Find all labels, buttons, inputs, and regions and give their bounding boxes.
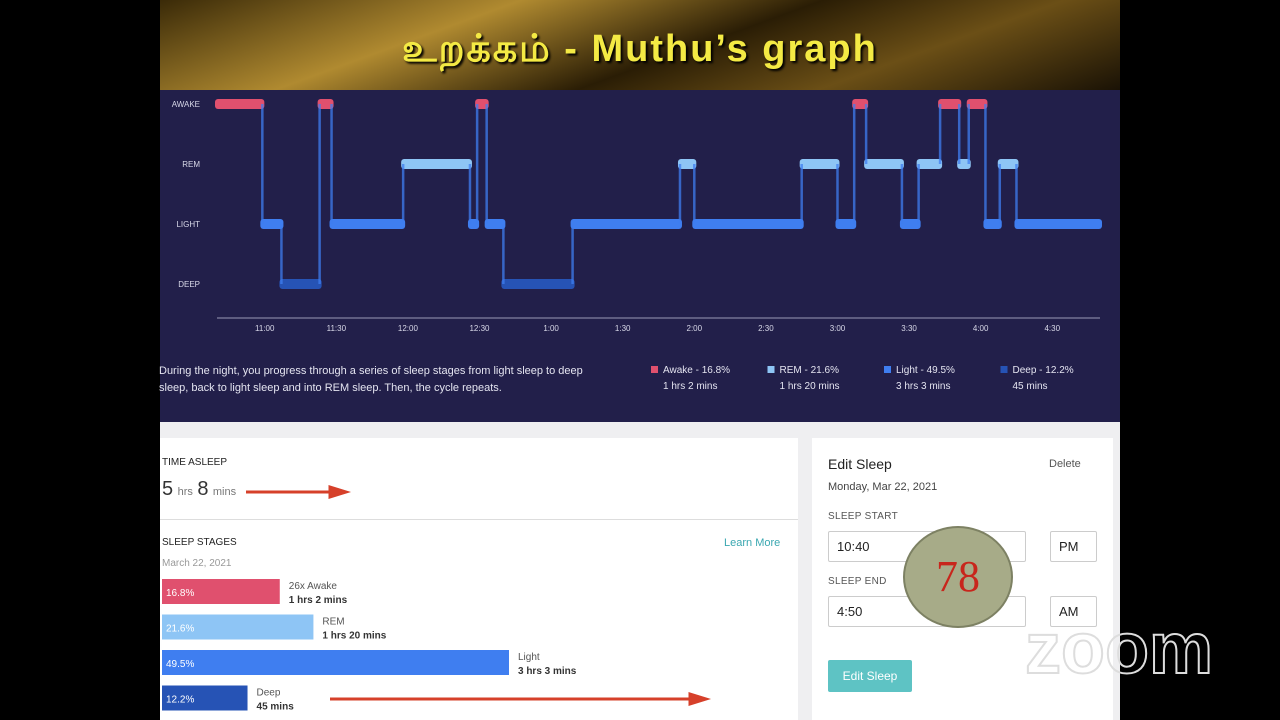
end-label: SLEEP END <box>828 576 887 587</box>
legend-swatch <box>1000 366 1008 373</box>
badge: 78 <box>903 526 1013 628</box>
legend-swatch <box>767 366 775 373</box>
stage-segment <box>957 159 971 169</box>
y-label: LIGHT <box>176 220 200 229</box>
stages-chart: 16.8% 26x Awake 1 hrs 2 mins 21.6% REM 1 hrs … <box>162 484 712 713</box>
duration-label: 3 hrs 3 mins <box>518 666 577 677</box>
y-label: AWAKE <box>172 100 200 109</box>
value-label: 49.5% <box>166 659 194 670</box>
duration-label: 1 hrs 20 mins <box>322 631 386 642</box>
x-tick-label: 1:00 <box>543 324 559 333</box>
legend-label: Light - 49.5% <box>896 365 955 376</box>
minutes-unit: mins <box>212 486 237 498</box>
y-label: REM <box>182 160 200 169</box>
x-tick-label: 12:30 <box>469 324 490 333</box>
category-label: Deep <box>257 688 281 699</box>
time-asleep-label: TIME ASLEEP <box>162 457 228 468</box>
stage-segment <box>317 99 334 109</box>
divider <box>160 519 798 520</box>
x-tick-label: 11:00 <box>255 324 275 333</box>
duration-label: 45 mins <box>257 702 295 713</box>
learn-more[interactable]: Learn More <box>724 537 781 549</box>
duration-label: 1 hrs 2 mins <box>289 595 348 606</box>
time-asleep: 5 hrs 8 mins <box>162 478 236 501</box>
legend-label: Awake - 16.8% <box>663 365 730 376</box>
start-period[interactable]: PM <box>1050 531 1097 562</box>
x-tick-label: 4:30 <box>1044 324 1060 333</box>
stage-segment <box>835 219 857 229</box>
stage-segment <box>916 159 943 169</box>
legend-duration: 1 hrs 20 mins <box>780 381 840 392</box>
stage-segment <box>677 159 697 169</box>
arrow <box>330 691 712 707</box>
stage-segment <box>501 279 575 289</box>
legend-swatch <box>651 366 658 373</box>
bar <box>162 685 248 711</box>
banner <box>160 0 1120 90</box>
x-tick-label: 4:00 <box>973 324 989 333</box>
start-label: SLEEP START <box>828 511 898 522</box>
stages-title: SLEEP STAGES <box>162 537 237 548</box>
stage-segment <box>864 159 904 169</box>
description: During the night, you progress through a… <box>159 365 583 394</box>
arrow <box>246 484 352 500</box>
stage-segment <box>329 219 406 229</box>
category-label: Light <box>518 652 540 663</box>
stage-segment <box>966 99 988 109</box>
end-period[interactable]: AM <box>1050 596 1097 627</box>
stage-segment <box>215 99 265 109</box>
legend-swatch <box>884 366 891 373</box>
bar <box>162 579 280 604</box>
edit-date: Monday, Mar 22, 2021 <box>828 481 938 493</box>
x-tick-label: 2:30 <box>758 324 774 333</box>
slide-title: உறக்கம் - Muthu’s graph <box>402 28 878 70</box>
legend-duration: 1 hrs 2 mins <box>663 381 717 392</box>
stage-segment <box>279 279 322 289</box>
value-label: 12.2% <box>166 695 194 706</box>
stage-segment <box>260 219 284 229</box>
x-tick-label: 1:30 <box>615 324 631 333</box>
bar <box>162 614 314 640</box>
hours: 5 <box>162 478 174 500</box>
x-tick-label: 2:00 <box>687 324 703 333</box>
bar <box>162 650 509 675</box>
x-tick-label: 3:00 <box>830 324 846 333</box>
stage-segment <box>1014 219 1102 229</box>
stage-segment <box>983 219 1002 229</box>
minutes: 8 <box>197 478 209 500</box>
stage-segment <box>997 159 1019 169</box>
stage-segment <box>475 99 489 109</box>
y-label: DEEP <box>178 280 200 289</box>
category-label: REM <box>322 617 344 628</box>
hypnogram-chart: AWAKE REM LIGHT DEEP 11:00 11:30 12:00 12:30 1:0… <box>172 99 1102 392</box>
logo-svg: zoom <box>1024 615 1214 685</box>
x-tick-label: 12:00 <box>398 324 419 333</box>
legend-duration: 45 mins <box>1013 381 1048 392</box>
stages-date: March 22, 2021 <box>162 558 232 569</box>
stage-segment <box>570 219 682 229</box>
stage-segment <box>401 159 472 169</box>
value-label: 21.6% <box>166 624 194 635</box>
stage-segment <box>692 219 804 229</box>
legend-duration: 3 hrs 3 mins <box>896 381 950 392</box>
stage-segment <box>484 219 506 229</box>
value-label: 16.8% <box>166 588 194 599</box>
edit-title: Edit Sleep <box>828 456 892 472</box>
category-label: 26x Awake <box>289 581 338 592</box>
zoom-logo: zoom <box>1025 615 1213 685</box>
stage-segment <box>899 219 921 229</box>
legend-label: Deep - 12.2% <box>1013 365 1074 376</box>
edit-button[interactable]: Edit Sleep <box>828 660 912 692</box>
stage-transitions <box>261 104 1018 284</box>
x-tick-label: 3:30 <box>901 324 917 333</box>
stage-segment <box>938 99 962 109</box>
delete[interactable]: Delete <box>1049 458 1081 470</box>
stage-segment <box>799 159 840 169</box>
legend-label: REM - 21.6% <box>780 365 840 376</box>
hours-unit: hrs <box>177 486 193 498</box>
stage-segment <box>852 99 869 109</box>
x-tick-label: 11:30 <box>327 324 347 333</box>
